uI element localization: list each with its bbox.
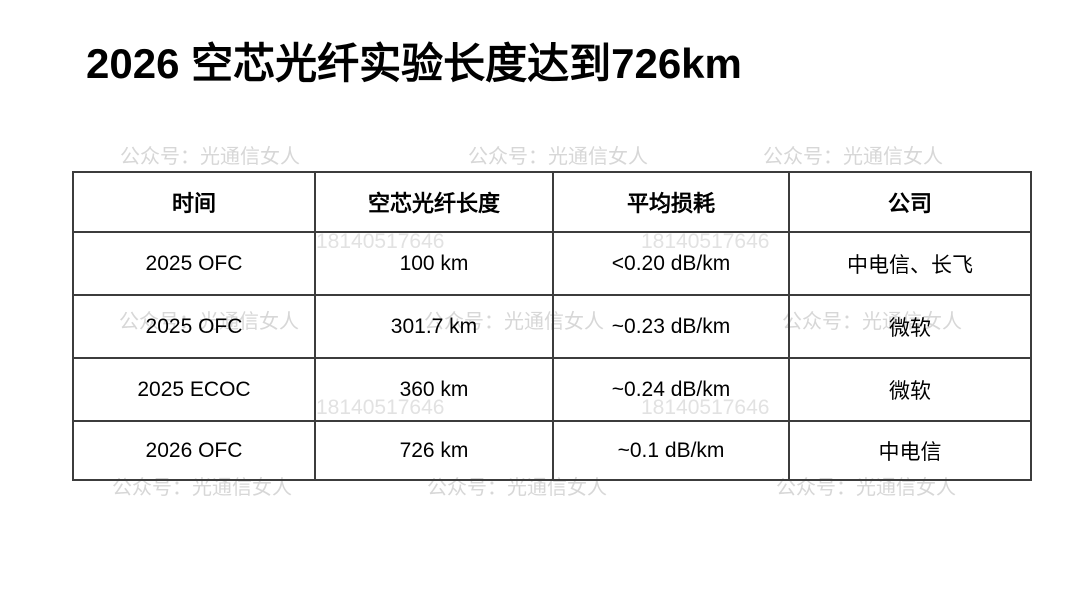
column-header-fiber-length: 空芯光纤长度 xyxy=(314,171,554,233)
column-header-average-loss: 平均损耗 xyxy=(552,171,790,233)
watermark-account-text: 公众号：光通信女人 xyxy=(112,477,292,499)
fiber-experiment-table: 时间 空芯光纤长度 平均损耗 公司 2025 OFC 100 km <0.20 … xyxy=(72,171,1032,481)
watermark-account-text: 公众号：光通信女人 xyxy=(120,146,300,168)
cell-company: 微软 xyxy=(788,357,1032,422)
cell-fiber-length: 726 km xyxy=(314,420,554,481)
cell-time: 2025 ECOC xyxy=(72,357,316,422)
cell-average-loss: ~0.1 dB/km xyxy=(552,420,790,481)
cell-company: 微软 xyxy=(788,294,1032,359)
watermark-account-text: 公众号：光通信女人 xyxy=(427,477,607,499)
cell-fiber-length: 360 km xyxy=(314,357,554,422)
cell-company: 中电信 xyxy=(788,420,1032,481)
watermark-account-text: 公众号：光通信女人 xyxy=(763,146,943,168)
cell-fiber-length: 301.7 km xyxy=(314,294,554,359)
watermark-account-text: 公众号：光通信女人 xyxy=(468,146,648,168)
cell-average-loss: ~0.24 dB/km xyxy=(552,357,790,422)
page-title: 2026 空芯光纤实验长度达到726km xyxy=(86,40,742,87)
table-row: 2025 OFC 100 km <0.20 dB/km 中电信、长飞 xyxy=(72,231,1032,296)
table-row: 2025 ECOC 360 km ~0.24 dB/km 微软 xyxy=(72,357,1032,422)
table-header-row: 时间 空芯光纤长度 平均损耗 公司 xyxy=(72,171,1032,233)
table-row: 2025 OFC 301.7 km ~0.23 dB/km 微软 xyxy=(72,294,1032,359)
cell-fiber-length: 100 km xyxy=(314,231,554,296)
watermark-account-text: 公众号：光通信女人 xyxy=(776,477,956,499)
column-header-time: 时间 xyxy=(72,171,316,233)
cell-company: 中电信、长飞 xyxy=(788,231,1032,296)
table-row: 2026 OFC 726 km ~0.1 dB/km 中电信 xyxy=(72,420,1032,481)
cell-average-loss: <0.20 dB/km xyxy=(552,231,790,296)
cell-time: 2025 OFC xyxy=(72,294,316,359)
cell-time: 2026 OFC xyxy=(72,420,316,481)
cell-average-loss: ~0.23 dB/km xyxy=(552,294,790,359)
column-header-company: 公司 xyxy=(788,171,1032,233)
cell-time: 2025 OFC xyxy=(72,231,316,296)
